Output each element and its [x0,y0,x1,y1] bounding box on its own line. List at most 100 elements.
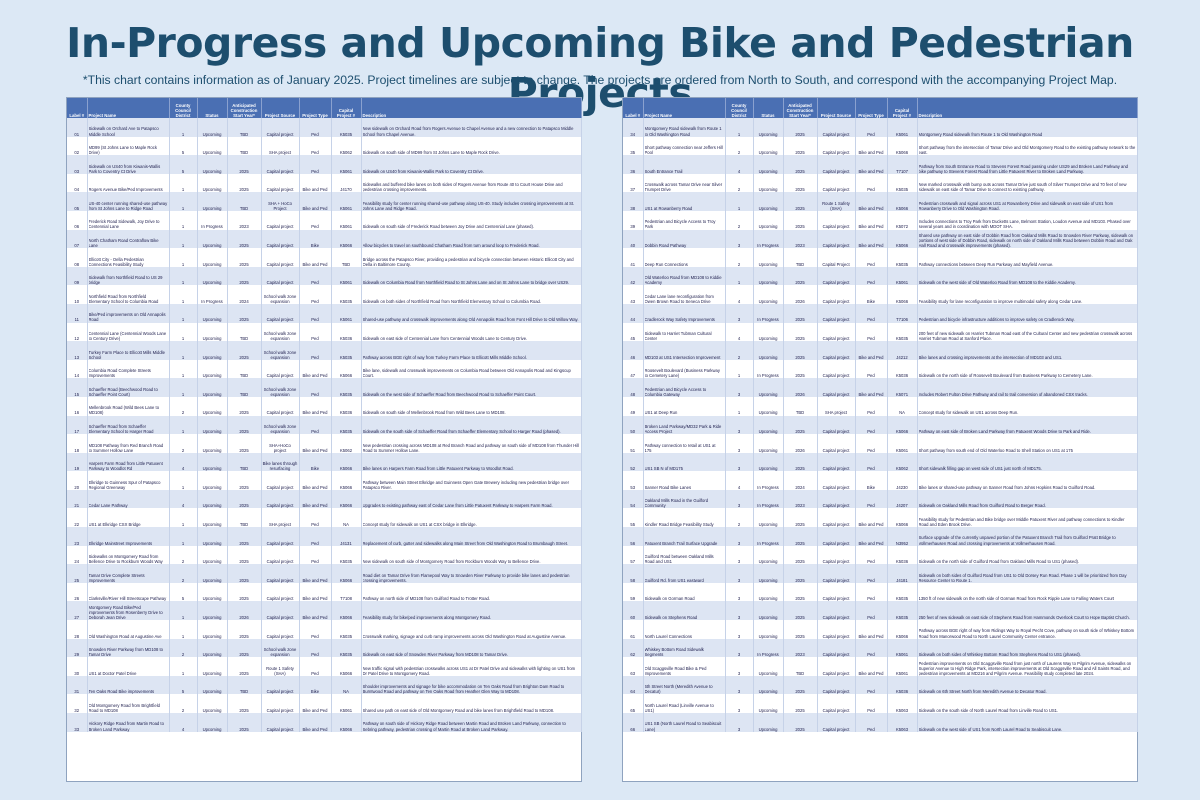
cell-project-type: Ped [299,136,332,156]
description-text: Sidewalk on both sides of Whiskey Bottom… [918,652,1081,658]
cell-project-type: Bike and Ped [855,341,888,360]
description-text: Pathway from South Entrance Road to Stev… [918,163,1129,174]
cell-construction-year: 2023 [783,229,818,249]
project-name-text: Short pathway connection near Jeffers Hi… [644,145,723,156]
cell-construction-year: 2026 [783,378,818,397]
cell-construction-year: 2026 [783,285,818,304]
description-text: Pedestrian improvements on Old Scaggsvil… [918,660,1132,676]
cell-label: 04 [67,173,88,193]
cell-construction-year: 2025 [783,564,818,583]
description-text: New pedestrian crossing across MD108 at … [362,442,580,453]
cell-label: 57 [623,545,644,565]
cell-council-district: 3 [725,638,754,658]
table-row: 57 Guilford Road between Oakland Mills Ro… [623,545,1138,565]
cell-project-name: Patuxent Branch Trail Surface Upgrade [643,527,726,546]
cell-project-source: SHA+HoCo project [261,434,300,453]
cell-project-source: School walk zone expansion [261,285,300,304]
cell-council-district: 2 [169,564,198,583]
cell-project-type: Ped [299,545,332,565]
cell-council-district: 2 [725,210,754,230]
cell-status: Upcoming [753,434,784,453]
cell-project-type: Ped [299,508,332,528]
cell-project-type: Ped [855,248,888,267]
table-row: 55 Kindler Road Bridge Feasibility Study 2… [623,508,1138,528]
cell-project-name: Sidewalk on US40 from Kiwanis-Wallis Par… [87,155,170,174]
cell-status: Upcoming [753,675,784,695]
cell-project-name: Sidewalks on Montgomery Road from Bellen… [87,545,170,565]
project-name-text: Guilford Rd. from US1 eastward [644,577,704,583]
cell-project-source: Capital project [261,527,300,546]
cell-label: 08 [67,248,88,267]
table-row: 47 Roosevelt Boulevard (Business Parkway … [623,359,1138,379]
cell-construction-year: 2025 [783,713,818,732]
table-row: 52 US1 SB N of MD175 3 Upcoming 2025 Capital … [623,452,1138,472]
description-text: Sidewalk on east side of Snowden River P… [362,652,509,658]
cell-project-type: Bike [855,471,888,490]
cell-label: 40 [623,229,644,249]
cell-description: New traffic signal with pedestrian cross… [361,657,582,676]
cell-construction-year: 2025 [227,527,262,546]
cell-project-name: Old Montgomery Road from Brightfield Roa… [87,694,170,713]
cell-description: Includes connections to Troy Park from D… [917,210,1138,230]
cell-council-district: 1 [725,192,754,211]
cell-label: 31 [67,675,88,695]
cell-project-source: Capital project [261,210,300,230]
table-row: 34 Montgomery Road sidewalk from Route 1 … [623,118,1138,137]
description-text: 1350 ft of new sidewalk on the north sid… [918,596,1115,602]
cell-project-source: Capital project [261,489,300,509]
description-text: New sidewalk on Orchard Road from Rogers… [362,126,574,137]
cell-council-district: 1 [169,322,198,342]
cell-council-district: 2 [725,341,754,360]
cell-description: Montgomery Road sidewalk from Route 1 to… [917,118,1138,137]
cell-project-name: South Entrance Trail [643,155,726,174]
cell-project-source: Capital project [817,582,856,602]
description-text: Shared-use pathway and crosswalk improve… [362,317,579,323]
cell-council-district: 2 [169,638,198,658]
cell-label: 52 [623,452,644,472]
cell-project-type: Bike and Ped [299,471,332,490]
project-name-text: Tamar Drive Complete Streets Improvement… [88,572,145,583]
cell-description: Sidewalk on south side of Mellenbrook Ro… [361,396,582,416]
column-header-council-district: County Council District [725,98,754,118]
cell-capital-project-number: K5066 [331,359,362,379]
cell-project-name: Sidewalk on Gorman Road [643,582,726,602]
cell-label: 27 [67,601,88,621]
column-header-project-name: Project Name [643,98,726,118]
table-row: 01 Sidewalk on Orchard Ave to Patapsco Mi… [67,118,582,137]
cell-description: Pathway between Main Street Elkridge and… [361,471,582,490]
cell-label: 56 [623,527,644,546]
cell-label: 41 [623,248,644,267]
table-row: 12 Centennial Lane (Centennial Woods Lane… [67,322,582,342]
cell-description: Pathway on south side of Hickory Ridge R… [361,713,582,732]
cell-capital-project-number: K5035 [887,173,918,193]
cell-construction-year: 2025 [227,657,262,676]
cell-label: 44 [623,303,644,323]
cell-project-type: Ped [855,582,888,602]
cell-council-district: 1 [169,601,198,621]
cell-description: Feasibility study for lane reconfigurati… [917,285,1138,304]
cell-description: Short sidewalk filling gap on west side … [917,452,1138,472]
project-name-text: Frederick Road Sidewalk, Joy Drive to Ce… [88,219,160,230]
table-row: 20 Elkridge to Guinness Spur of Patapsco … [67,471,582,490]
cell-project-type: Bike and Ped [855,210,888,230]
cell-label: 32 [67,694,88,713]
cell-project-source: SHA + HoCo Project [261,192,300,211]
table-row: 15 Schaeffer Road (Beechwood Road to Scha… [67,378,582,397]
cell-construction-year: 2025 [227,638,262,658]
cell-project-name: Short pathway connection near Jeffers Hi… [643,136,726,156]
cell-label: 12 [67,322,88,342]
project-name-text: Ten Oaks Road Bike improvements [88,689,155,695]
description-text: Sidewalk on both sides of Northfield Roa… [362,298,542,304]
cell-project-name: Northfield Road from Northfield Elementa… [87,285,170,304]
cell-construction-year: 2023 [783,638,818,658]
cell-construction-year: 2025 [227,396,262,416]
cell-capital-project-number: NA [331,675,362,695]
cell-capital-project-number: J4170 [331,173,362,193]
cell-project-source: Capital project [817,341,856,360]
cell-construction-year: TBD [227,322,262,342]
cell-capital-project-number: K5061 [887,118,918,137]
table-row: 53 Sanner Road Bike Lanes 4 In Progress 2024… [623,471,1138,490]
cell-construction-year: 2025 [783,210,818,230]
description-text: Pathway across BGE right of way from Rid… [918,628,1135,639]
cell-construction-year: 2025 [783,582,818,602]
